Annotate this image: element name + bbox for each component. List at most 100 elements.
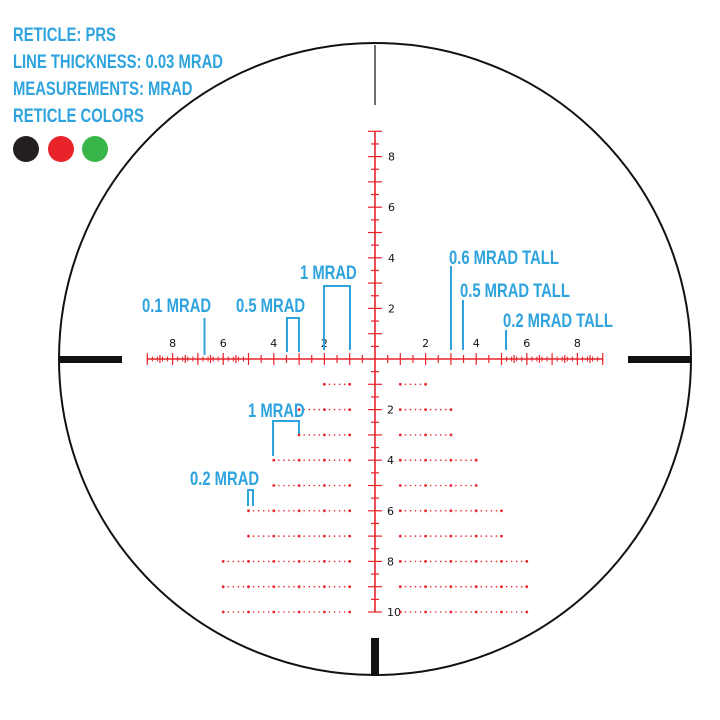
holdover-dot: [424, 560, 427, 563]
holdover-dot: [474, 484, 478, 487]
holdover-dot: [328, 408, 331, 411]
holdover-dot: [398, 433, 402, 437]
holdover-dot: [338, 484, 341, 487]
holdover-dot: [323, 534, 326, 538]
holdover-dot: [490, 611, 493, 613]
holdover-dot: [343, 560, 346, 563]
holdover-dot: [242, 585, 245, 588]
color-swatch-red[interactable]: [48, 136, 74, 162]
annotations: 0.1 MRAD 0.5 MRAD 1 MRAD 0.6 MRAD TALL 0…: [142, 247, 613, 506]
holdover-dot: [247, 534, 250, 538]
holdover-dot: [398, 509, 402, 513]
holdover-dot: [333, 535, 336, 537]
holdover-dot: [465, 459, 467, 462]
holdover-dot: [474, 560, 478, 563]
holdover-dot: [257, 585, 260, 588]
holdover-dot: [439, 585, 442, 588]
holdover-dot: [434, 585, 437, 588]
holdover-dot: [445, 560, 447, 563]
holdover-dot: [465, 560, 467, 563]
holdover-dot: [288, 459, 290, 462]
holdover-dot: [409, 484, 412, 487]
holdover-dot: [283, 484, 285, 487]
holdover-dot: [221, 560, 225, 563]
holdover-dot: [242, 560, 245, 563]
holdover-dot: [308, 535, 311, 537]
holdover-dot: [470, 560, 472, 563]
holdover-dot: [480, 585, 483, 588]
holdover-dot: [439, 459, 442, 462]
holdover-dot: [338, 408, 341, 411]
holdover-dot: [424, 610, 427, 614]
holdover-dot: [303, 560, 305, 563]
holdover-dot: [500, 585, 503, 589]
holdover-dot: [247, 560, 250, 563]
holdover-dot: [313, 585, 316, 588]
holdover-dot: [293, 484, 295, 487]
holdover-dot: [449, 610, 453, 614]
holdover-dot: [237, 560, 240, 563]
holdover-dot: [485, 560, 488, 563]
holdover-dot: [237, 611, 240, 613]
holdover-dot: [419, 585, 422, 588]
holdover-dot: [500, 610, 503, 614]
holdover-dot: [455, 459, 457, 462]
measurements: MEASUREMENTS: MRAD: [13, 79, 193, 100]
v-tick-label: 2: [387, 404, 394, 417]
holdover-dot: [278, 484, 280, 487]
holdover-dot: [429, 535, 432, 537]
holdover-dot: [470, 535, 472, 537]
holdover-dot: [434, 560, 437, 563]
holdover-dot: [485, 510, 488, 512]
holdover-dot: [470, 611, 472, 613]
holdover-dot: [480, 560, 483, 563]
holdover-dot: [338, 535, 341, 537]
holdover-dot: [414, 560, 417, 563]
holdover-dot: [398, 484, 402, 487]
holdover-dot: [338, 459, 341, 462]
holdover-dot: [318, 408, 321, 411]
holdover-dot: [242, 611, 245, 613]
label-0.1-mrad: 0.1 MRAD: [142, 295, 211, 316]
label-1-mrad: 1 MRAD: [300, 262, 357, 283]
color-swatch-green[interactable]: [82, 136, 108, 162]
bracket-0.5-mrad: [286, 317, 300, 352]
holdover-dot: [323, 382, 326, 386]
holdover-dot: [455, 611, 457, 613]
holdover-dot: [409, 585, 412, 588]
holdover-dot: [404, 383, 407, 386]
holdover-dot: [257, 611, 260, 613]
holdover-dot: [313, 459, 316, 462]
holdover-dot: [262, 611, 265, 613]
holdover-dot: [474, 509, 478, 513]
right-post: [628, 356, 690, 363]
holdover-dot: [323, 509, 326, 513]
holdover-dot: [267, 585, 270, 588]
holdover-dot: [445, 484, 447, 487]
holdover-dot: [338, 383, 341, 386]
holdover-dot: [227, 585, 230, 588]
holdover-dot: [460, 459, 462, 462]
holdover-dot: [495, 585, 498, 588]
holdover-dot: [439, 408, 442, 411]
holdover-dot: [500, 534, 503, 538]
holdover-dot: [445, 459, 447, 462]
bracket-0.2-mrad-lower: [247, 489, 254, 506]
holdover-dot: [465, 535, 467, 537]
holdover-dot: [470, 585, 472, 588]
holdover-dot: [308, 459, 311, 462]
holdover-dot: [348, 433, 352, 437]
color-swatch-black[interactable]: [13, 136, 39, 162]
holdover-dot: [283, 535, 285, 537]
holdover-dot: [323, 408, 326, 411]
holdover-dot: [409, 611, 412, 613]
holdover-dot: [267, 611, 270, 613]
holdover-dot: [414, 383, 417, 386]
h-tick-label: 8: [574, 337, 581, 350]
holdover-dot: [333, 560, 336, 563]
holdover-dot: [308, 434, 311, 436]
holdover-dot: [303, 434, 305, 436]
holdover-dot: [267, 510, 270, 512]
holdover-dot: [449, 509, 453, 513]
holdover-dot: [455, 510, 457, 512]
